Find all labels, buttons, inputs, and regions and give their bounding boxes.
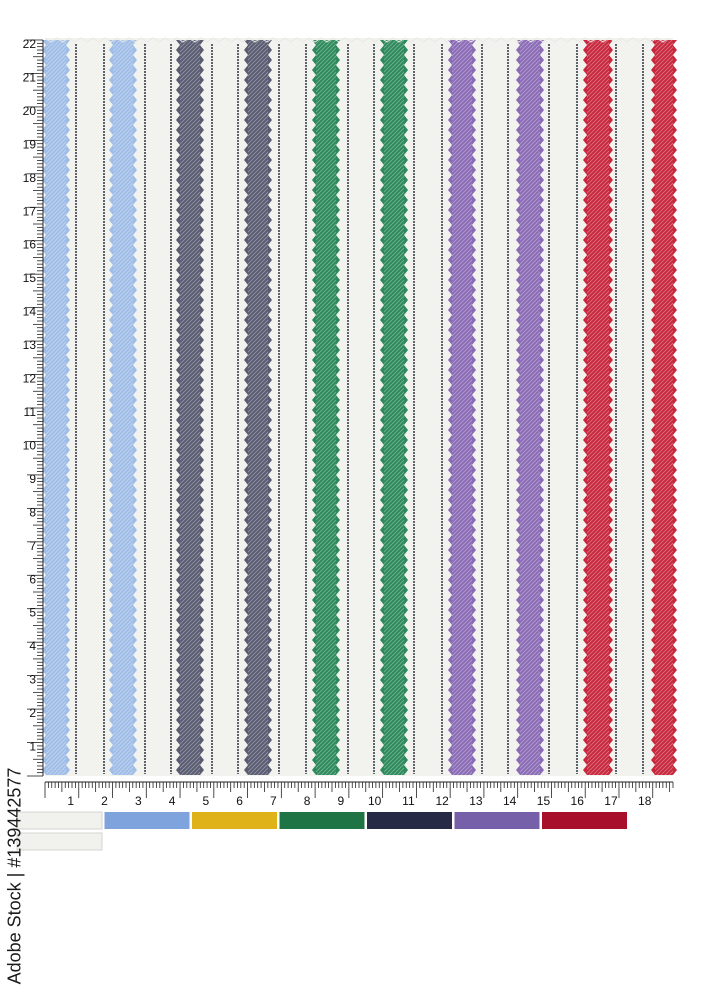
ruler-label-h: 9 bbox=[338, 794, 345, 808]
ruler-label-v: 11 bbox=[24, 405, 37, 419]
horizontal-ruler: 1 2 3 4 5 6 7 8 9 10 11 12 13 14 15 16 17 18 bbox=[44, 781, 674, 808]
palette-swatch-off-white bbox=[16, 832, 103, 851]
palette-swatch-off-white bbox=[16, 811, 103, 830]
ruler-label-v: 5 bbox=[29, 606, 36, 620]
palette-swatch-green bbox=[279, 812, 365, 829]
ruler-label-v: 19 bbox=[23, 137, 37, 151]
palette-swatch-navy bbox=[367, 812, 452, 829]
ruler-label-h: 13 bbox=[469, 794, 483, 808]
ruler-label-v: 9 bbox=[29, 472, 36, 486]
palette-swatch-mustard bbox=[192, 812, 277, 829]
ruler-label-v: 2 bbox=[29, 706, 36, 720]
stripe-purple bbox=[448, 40, 476, 776]
ruler-label-v: 21 bbox=[23, 70, 37, 84]
stripe-navy-grey bbox=[244, 40, 272, 776]
ruler-label-h: 18 bbox=[638, 794, 652, 808]
stripe-purple bbox=[516, 40, 544, 776]
ruler-label-h: 17 bbox=[604, 794, 618, 808]
ruler-label-v: 20 bbox=[23, 104, 37, 118]
stripe-red bbox=[651, 40, 677, 776]
ruler-label-h: 12 bbox=[435, 794, 449, 808]
palette-swatch-purple bbox=[454, 812, 540, 829]
ruler-label-v: 4 bbox=[29, 639, 36, 653]
palette-swatch-red bbox=[542, 812, 627, 829]
ruler-label-h: 7 bbox=[270, 794, 277, 808]
ruler-label-v: 6 bbox=[29, 572, 36, 586]
ruler-label-v: 1 bbox=[29, 740, 36, 754]
ruler-label-v: 8 bbox=[29, 505, 36, 519]
ruler-label-h: 10 bbox=[368, 794, 382, 808]
ruler-label-h: 6 bbox=[236, 794, 243, 808]
stripe-green bbox=[380, 40, 408, 776]
ruler-label-h: 11 bbox=[402, 794, 415, 808]
stripe-light-blue bbox=[109, 40, 137, 776]
ruler-label-h: 5 bbox=[202, 794, 209, 808]
ruler-label-h: 15 bbox=[537, 794, 551, 808]
ruler-label-v: 12 bbox=[23, 372, 37, 386]
ruler-label-h: 2 bbox=[101, 794, 108, 808]
stock-id-watermark: Adobe Stock | #139442577 bbox=[2, 752, 28, 1000]
ruler-label-v: 22 bbox=[23, 37, 37, 51]
stripe-green bbox=[312, 40, 340, 776]
stripe-light-blue bbox=[42, 40, 70, 776]
pinked-edge bbox=[44, 37, 670, 43]
ruler-label-h: 3 bbox=[135, 794, 142, 808]
palette-swatch-light-blue bbox=[104, 812, 190, 829]
ruler-label-h: 14 bbox=[503, 794, 517, 808]
stripe-red bbox=[583, 40, 613, 776]
ruler-label-h: 4 bbox=[169, 794, 176, 808]
ruler-label-v: 16 bbox=[23, 238, 37, 252]
ruler-label-v: 3 bbox=[29, 673, 36, 687]
ruler-label-h: 16 bbox=[571, 794, 585, 808]
ruler-label-v: 17 bbox=[23, 204, 37, 218]
ruler-label-v: 13 bbox=[23, 338, 37, 352]
ruler-label-v: 10 bbox=[23, 438, 37, 452]
fabric-swatch bbox=[42, 37, 677, 776]
ruler-label-h: 8 bbox=[304, 794, 311, 808]
color-palette bbox=[16, 811, 627, 851]
fabric-background bbox=[45, 38, 673, 776]
ruler-label-v: 18 bbox=[23, 171, 37, 185]
stripe-navy-grey bbox=[176, 40, 204, 776]
ruler-label-v: 15 bbox=[23, 271, 37, 285]
ruler-label-h: 1 bbox=[67, 794, 74, 808]
stock-id-text: Adobe Stock | #139442577 bbox=[4, 767, 25, 985]
ruler-label-v: 7 bbox=[29, 539, 36, 553]
ruler-label-v: 14 bbox=[23, 305, 37, 319]
